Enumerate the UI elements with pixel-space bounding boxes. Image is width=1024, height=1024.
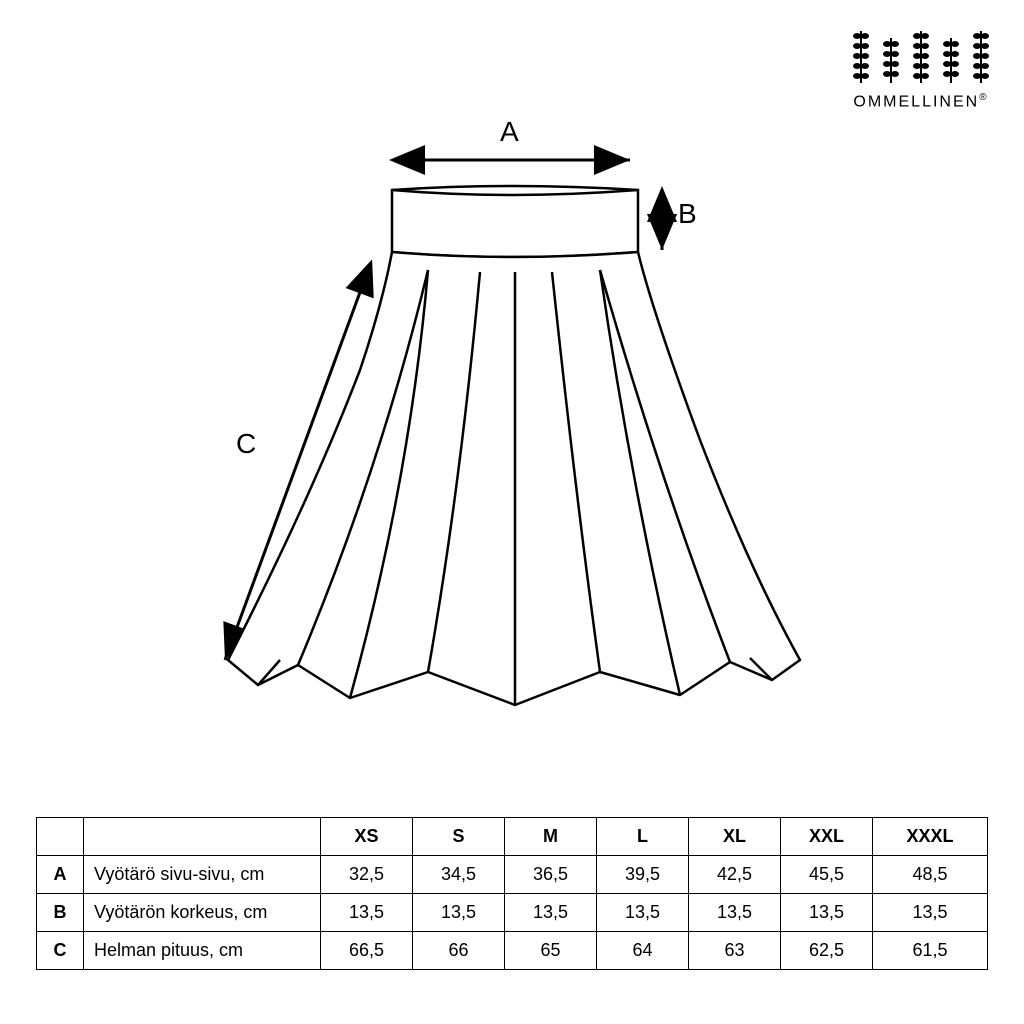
table-cell: 42,5: [689, 856, 781, 894]
table-cell: 13,5: [873, 894, 988, 932]
table-cell: 34,5: [413, 856, 505, 894]
brand-name: OMMELLINEN®: [846, 92, 996, 111]
table-cell: 13,5: [413, 894, 505, 932]
size-table: XSSMLXLXXLXXXL AVyötärö sivu-sivu, cm32,…: [36, 817, 988, 970]
table-header-blank: [37, 818, 84, 856]
table-cell: 66: [413, 932, 505, 970]
table-row: AVyötärö sivu-sivu, cm32,534,536,539,542…: [37, 856, 988, 894]
table-cell: 13,5: [321, 894, 413, 932]
dimension-label-a: A: [500, 116, 519, 148]
table-header-size: XS: [321, 818, 413, 856]
skirt-diagram: A B C: [160, 120, 860, 740]
table-cell: 36,5: [505, 856, 597, 894]
table-row-key: A: [37, 856, 84, 894]
table-cell: 61,5: [873, 932, 988, 970]
table-row-key: C: [37, 932, 84, 970]
table-cell: 45,5: [781, 856, 873, 894]
table-row-label: Vyötärö sivu-sivu, cm: [84, 856, 321, 894]
table-cell: 62,5: [781, 932, 873, 970]
table-cell: 13,5: [689, 894, 781, 932]
table-row-key: B: [37, 894, 84, 932]
table-header-blank: [84, 818, 321, 856]
table-row: CHelman pituus, cm66,56665646362,561,5: [37, 932, 988, 970]
dimension-label-b: B: [678, 198, 697, 230]
dimension-label-c: C: [236, 428, 256, 460]
table-row: BVyötärön korkeus, cm13,513,513,513,513,…: [37, 894, 988, 932]
table-cell: 65: [505, 932, 597, 970]
brand-logo: OMMELLINEN®: [846, 26, 996, 111]
table-cell: 13,5: [781, 894, 873, 932]
logo-plants-icon: [846, 26, 996, 86]
table-header-size: M: [505, 818, 597, 856]
table-cell: 64: [597, 932, 689, 970]
table-row-label: Helman pituus, cm: [84, 932, 321, 970]
table-cell: 32,5: [321, 856, 413, 894]
table-header-size: XXXL: [873, 818, 988, 856]
table-row-label: Vyötärön korkeus, cm: [84, 894, 321, 932]
table-cell: 13,5: [505, 894, 597, 932]
table-cell: 66,5: [321, 932, 413, 970]
table-cell: 63: [689, 932, 781, 970]
table-cell: 48,5: [873, 856, 988, 894]
table-header-size: S: [413, 818, 505, 856]
table-header-size: L: [597, 818, 689, 856]
table-header-size: XL: [689, 818, 781, 856]
table-cell: 13,5: [597, 894, 689, 932]
table-cell: 39,5: [597, 856, 689, 894]
table-header-size: XXL: [781, 818, 873, 856]
